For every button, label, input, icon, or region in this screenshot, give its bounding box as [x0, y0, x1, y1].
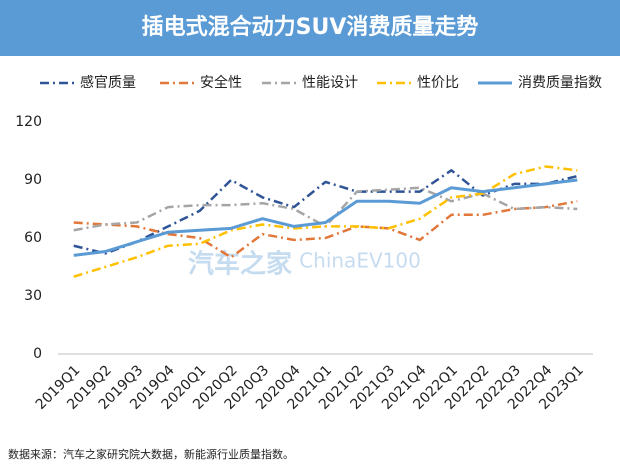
- series-line: [73, 165, 578, 278]
- legend-label: 感官质量: [80, 74, 136, 91]
- legend-label: 性能设计: [302, 75, 358, 91]
- watermark: ChinaEV100: [299, 249, 421, 273]
- legend-label: 安全性: [200, 74, 242, 91]
- y-tick-label: 120: [15, 114, 42, 130]
- series-line: [73, 178, 578, 257]
- title-band: [0, 0, 620, 56]
- y-tick-label: 0: [33, 346, 42, 362]
- chart-title: 插电式混合动力SUV消费质量走势: [142, 14, 479, 40]
- y-tick-label: 90: [24, 172, 42, 188]
- legend-label: 消费质量指数: [518, 75, 602, 91]
- y-tick-label: 60: [24, 230, 42, 246]
- legend-label: 性价比: [417, 75, 459, 91]
- series-line: [73, 200, 578, 259]
- y-tick-label: 30: [24, 288, 42, 304]
- source-note: 数据来源：汽车之家研究院大数据，新能源行业质量指数。: [8, 447, 294, 461]
- watermark: 汽车之家: [188, 249, 292, 280]
